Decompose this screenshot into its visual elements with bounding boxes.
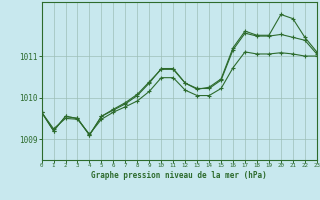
- X-axis label: Graphe pression niveau de la mer (hPa): Graphe pression niveau de la mer (hPa): [91, 171, 267, 180]
